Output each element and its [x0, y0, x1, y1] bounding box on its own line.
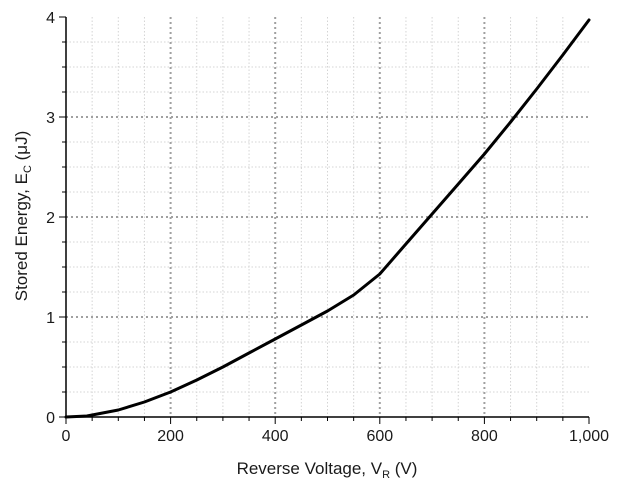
tick-labels: 0 200 400 600 800 1,000 0 1 2 3 4 [46, 10, 609, 445]
series-line [64, 18, 591, 419]
series [64, 18, 591, 419]
x-tick-label: 200 [157, 428, 184, 445]
x-axis-label: Reverse Voltage, VR (V) [237, 459, 418, 481]
y-tick-label: 0 [46, 410, 55, 427]
y-axis-label-unit: (μJ) [12, 131, 31, 165]
y-axis-label-sub: C [22, 165, 34, 173]
x-tick-label: 1,000 [569, 428, 609, 445]
x-axis-label-main: Reverse Voltage, V [237, 459, 383, 478]
y-axis-label: Stored Energy, EC (μJ) [12, 131, 34, 302]
x-axis-label-sub: R [382, 469, 390, 481]
major-grid [66, 17, 589, 417]
x-tick-label: 400 [262, 428, 289, 445]
y-tick-label: 2 [46, 210, 55, 227]
y-tick-label: 1 [46, 310, 55, 327]
y-axis-label-main: Stored Energy, E [12, 173, 31, 301]
x-tick-label: 600 [366, 428, 393, 445]
y-tick-label: 4 [46, 10, 55, 27]
ticks [59, 16, 590, 424]
x-tick-label: 800 [471, 428, 498, 445]
x-axis-label-unit: (V) [390, 459, 417, 478]
y-tick-label: 3 [46, 110, 55, 127]
x-tick-label: 0 [62, 428, 71, 445]
